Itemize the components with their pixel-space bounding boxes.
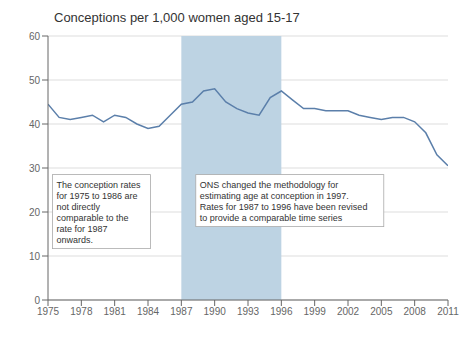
svg-text:2002: 2002 (337, 306, 360, 317)
svg-text:30: 30 (29, 163, 41, 174)
svg-text:1999: 1999 (304, 306, 327, 317)
svg-text:1975: 1975 (37, 306, 60, 317)
svg-text:40: 40 (29, 119, 41, 130)
svg-text:The conception ratesfor 1975 t: The conception ratesfor 1975 to 1986 are… (56, 180, 141, 245)
svg-text:1987: 1987 (170, 306, 193, 317)
svg-text:1984: 1984 (137, 306, 160, 317)
svg-text:1990: 1990 (204, 306, 227, 317)
html-text:Conceptions per 1,000 women ag: Conceptions per 1,000 women aged 15-17 (54, 10, 300, 25)
svg-text:10: 10 (29, 251, 41, 262)
svg-text:0: 0 (34, 295, 40, 306)
svg-text:1981: 1981 (104, 306, 127, 317)
svg-text:ONS changed the methodology fo: ONS changed the methodology forestimatin… (200, 180, 368, 223)
svg-text:50: 50 (29, 75, 41, 86)
svg-text:2011: 2011 (437, 306, 459, 317)
svg-text:2008: 2008 (404, 306, 427, 317)
svg-text:2005: 2005 (370, 306, 393, 317)
svg-text:1978: 1978 (70, 306, 93, 317)
svg-text:20: 20 (29, 207, 41, 218)
svg-text:1996: 1996 (270, 306, 293, 317)
svg-text:60: 60 (29, 31, 41, 42)
svg-text:1993: 1993 (237, 306, 260, 317)
